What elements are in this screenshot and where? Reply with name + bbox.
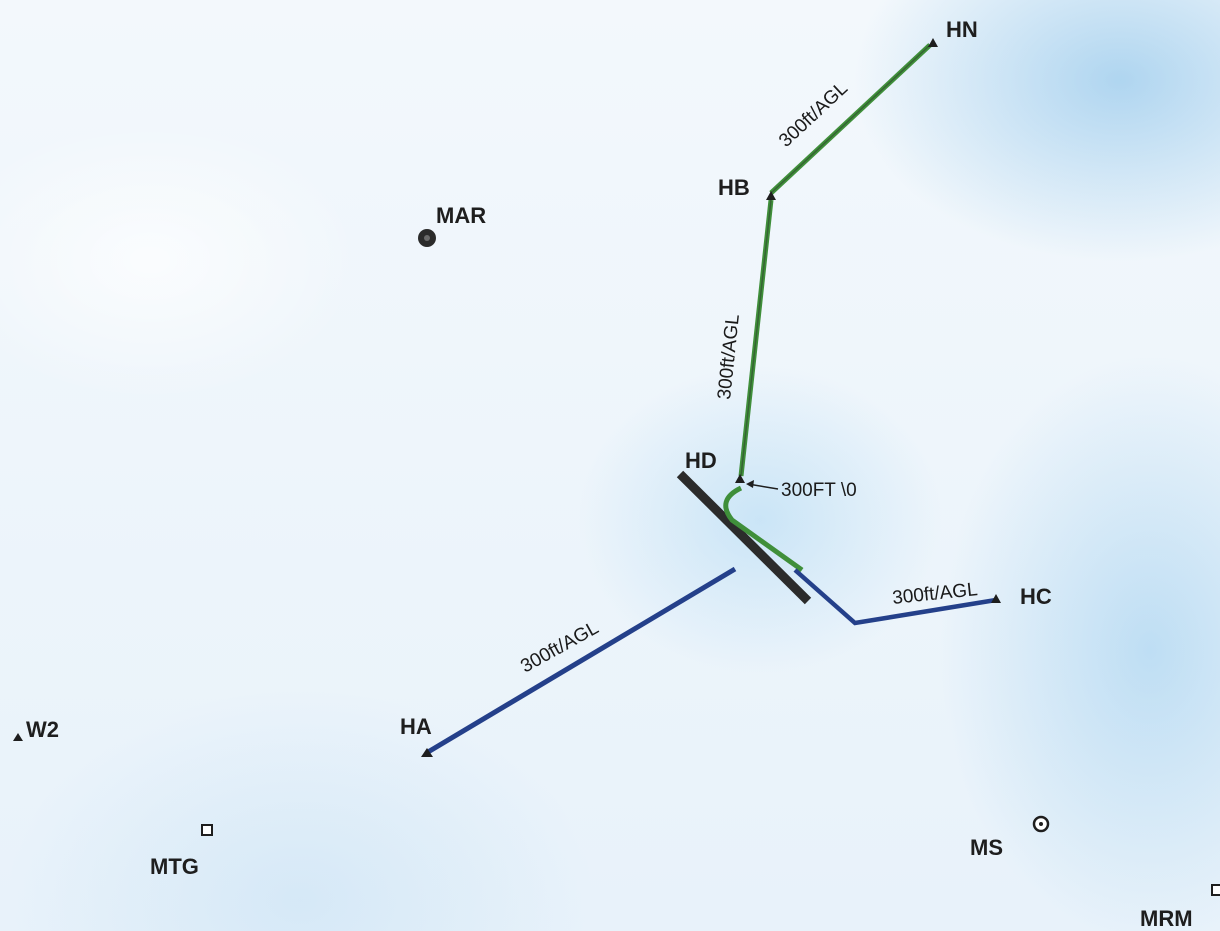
- mtg-navaid-icon[interactable]: [201, 824, 213, 836]
- hd-waypoint-icon[interactable]: [735, 474, 745, 483]
- segment-label-hd-hb: 300ft/AGL: [714, 313, 744, 400]
- w2-label: W2: [26, 717, 59, 742]
- segment-label-hd-callout: 300FT \0: [781, 480, 857, 501]
- route-hd-ha: [426, 566, 737, 755]
- hd-label: HD: [685, 448, 717, 473]
- runway-bar: [676, 470, 812, 605]
- mar-label: MAR: [436, 203, 486, 228]
- hn-label: HN: [946, 17, 978, 42]
- mrm-label: MRM: [1140, 906, 1193, 931]
- hb-label: HB: [718, 175, 750, 200]
- route-hd-hb-core: [740, 199, 772, 477]
- hn-waypoint-icon[interactable]: [928, 38, 938, 47]
- hd-callout-arrowhead: [746, 480, 754, 488]
- mrm-navaid-icon[interactable]: [1211, 884, 1220, 896]
- segment-label-hd-ha: 300ft/AGL: [517, 618, 602, 678]
- route-hd-green-lead: [723, 485, 804, 573]
- route-hd-hc: [793, 568, 997, 626]
- segment-label-hb-hn: 300ft/AGL: [775, 78, 852, 152]
- mar-navaid-inner-icon: [424, 235, 430, 241]
- ha-label: HA: [400, 714, 432, 739]
- w2-waypoint-icon[interactable]: [13, 733, 23, 741]
- ms-navaid-center-icon: [1039, 822, 1043, 826]
- hb-waypoint-icon[interactable]: [766, 191, 776, 200]
- route-hb-hn-core: [770, 44, 931, 194]
- ha-waypoint-icon[interactable]: [421, 748, 433, 757]
- hc-label: HC: [1020, 584, 1052, 609]
- mtg-label: MTG: [150, 854, 199, 879]
- ms-label: MS: [970, 835, 1003, 860]
- hc-waypoint-icon[interactable]: [991, 594, 1001, 603]
